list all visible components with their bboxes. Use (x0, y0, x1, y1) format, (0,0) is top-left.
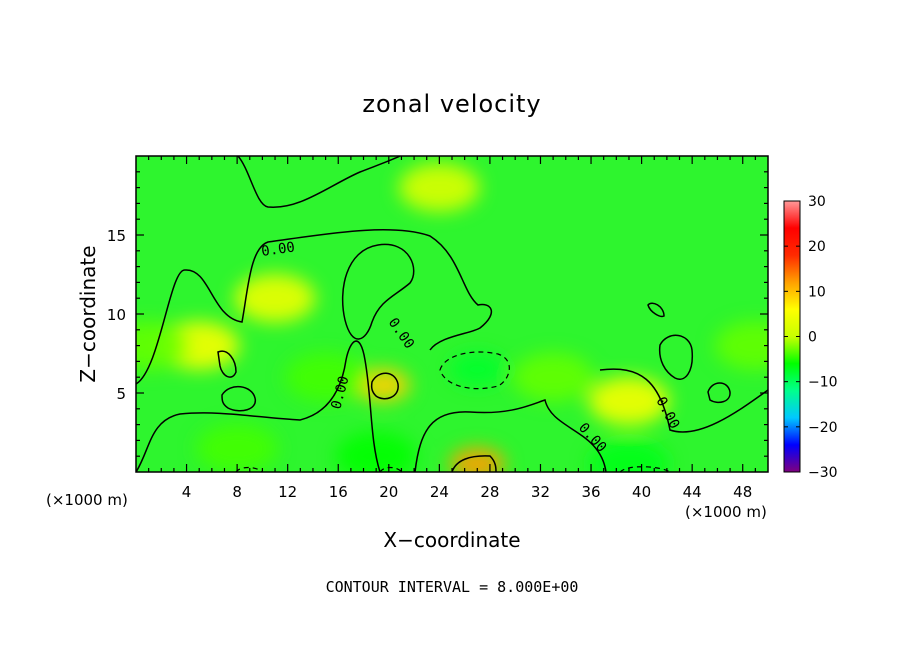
contour-interval-footer: CONTOUR INTERVAL = 8.000E+00 (326, 578, 579, 596)
field-feature-negative (588, 439, 670, 472)
velocity-field (136, 163, 768, 472)
x-axis-tick-labels: 4 8 12 16 20 24 28 32 36 40 44 48 (182, 483, 752, 501)
colorbar-tick-label: 20 (808, 239, 826, 255)
contour-neg-3 (379, 466, 403, 472)
contour-blob-3 (707, 382, 731, 404)
field-feature-positive (449, 447, 506, 472)
colorbar-tick-label: −30 (808, 465, 838, 481)
field-feature-negative (714, 321, 768, 370)
colorbar-tick-label: 0 (808, 330, 817, 346)
x-tick-label: 44 (683, 483, 702, 501)
x-tick-label: 32 (531, 483, 550, 501)
y-tick-label: 10 (107, 306, 126, 324)
colorbar-tick-label: −20 (808, 420, 838, 436)
x-tick-label: 48 (733, 483, 752, 501)
contour-loop (341, 243, 415, 340)
contour-blob-5 (217, 350, 237, 378)
zero-contours (136, 156, 768, 472)
colorbar: 30 20 10 0 −10 −20 −30 (783, 194, 838, 481)
contour-label-1: 0.00 (260, 239, 296, 260)
contour-right-2 (599, 368, 768, 433)
field-feature-positive (398, 163, 480, 212)
contour-main (136, 229, 493, 385)
colorbar-tick-labels: 30 20 10 0 −10 −20 −30 (808, 194, 838, 481)
contour-upper (237, 156, 401, 208)
contour-hot (370, 372, 399, 400)
contour-lower (136, 340, 381, 472)
y-tick-label: 15 (107, 227, 126, 245)
x-tick-label: 8 (232, 483, 242, 501)
contour-blob-4 (647, 302, 665, 318)
y-tick-label: 5 (116, 385, 126, 403)
field-feature-negative (512, 352, 594, 402)
x-tick-label: 24 (430, 483, 449, 501)
chart-title: zonal velocity (362, 90, 541, 118)
x-axis-label: X−coordinate (383, 528, 520, 552)
x-unit-right: (×1000 m) (685, 503, 767, 521)
field-feature-negative (285, 352, 367, 402)
x-tick-label: 40 (632, 483, 651, 501)
colorbar-tick-label: 30 (808, 194, 826, 210)
x-tick-label: 4 (182, 483, 192, 501)
plot-area: 0.00 0.00 0.00 0.00 0.00 4 8 12 16 20 24 28 32 3… (107, 155, 769, 501)
y-axis-ticks (136, 171, 768, 457)
field-feature-positive (588, 376, 670, 426)
contour-neg-1 (439, 351, 510, 390)
colorbar-tick-label: 10 (808, 284, 826, 300)
y-axis-label: Z−coordinate (76, 245, 100, 382)
x-tick-label: 12 (278, 483, 297, 501)
field-feature-negative (335, 431, 417, 472)
y-axis-tick-labels: 5 10 15 (107, 227, 126, 403)
x-tick-label: 28 (480, 483, 499, 501)
x-tick-label: 20 (379, 483, 398, 501)
colorbar-tick-label: −10 (808, 375, 838, 391)
x-tick-label: 16 (329, 483, 348, 501)
contour-blob-2 (658, 334, 694, 380)
colorbar-ticks (784, 200, 800, 473)
x-axis-ticks (148, 156, 756, 472)
field-feature-negative (196, 424, 278, 472)
field-feature-negative (136, 321, 190, 370)
contour-blob-1 (221, 386, 256, 412)
contour-hot-2 (451, 455, 497, 472)
x-tick-label: 36 (581, 483, 600, 501)
x-unit-left: (×1000 m) (46, 491, 128, 509)
field-feature-positive (234, 273, 316, 323)
contour-right (414, 399, 607, 472)
field-feature-negative (449, 352, 506, 386)
